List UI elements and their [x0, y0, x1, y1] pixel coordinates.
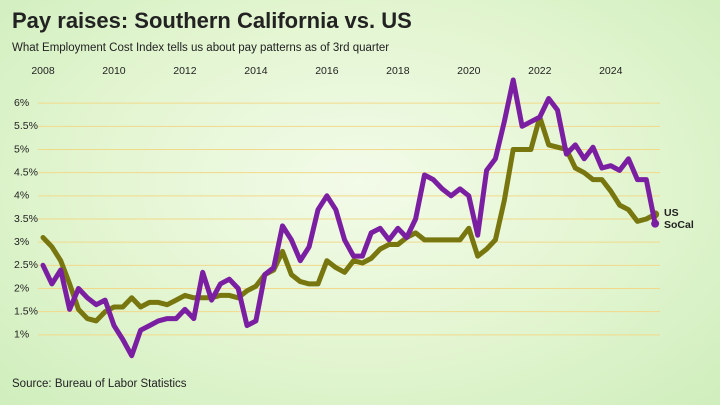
series-line [40, 77, 658, 359]
y-tick-label: 2.5% [14, 259, 38, 271]
x-tick-label: 2012 [173, 65, 197, 77]
x-tick-label: 2018 [386, 65, 410, 77]
series-line [40, 114, 658, 324]
y-tick-label: 4.5% [14, 166, 38, 178]
y-tick-label: 2% [14, 282, 29, 294]
x-tick-label: 2010 [102, 65, 126, 77]
y-tick-label: 5% [14, 143, 29, 155]
chart-title: Pay raises: Southern California vs. US [12, 8, 412, 33]
x-tick-label: 2024 [599, 65, 623, 77]
end-dot [651, 219, 660, 228]
y-tick-label: 3.5% [14, 213, 38, 225]
y-tick-label: 6% [14, 97, 29, 109]
legend-label: SoCal [664, 219, 694, 231]
legend-label: US [664, 207, 679, 219]
y-tick-label: 5.5% [14, 120, 38, 132]
x-tick-label: 2022 [528, 65, 552, 77]
x-tick-label: 2008 [31, 65, 55, 77]
y-tick-label: 3% [14, 236, 29, 248]
source-note: Source: Bureau of Labor Statistics [12, 378, 187, 390]
y-tick-label: 1% [14, 329, 29, 341]
x-tick-label: 2016 [315, 65, 339, 77]
y-tick-label: 1.5% [14, 305, 38, 317]
x-tick-label: 2014 [244, 65, 268, 77]
y-tick-label: 4% [14, 190, 29, 202]
x-tick-label: 2020 [457, 65, 481, 77]
chart-subtitle: What Employment Cost Index tells us abou… [12, 42, 389, 54]
